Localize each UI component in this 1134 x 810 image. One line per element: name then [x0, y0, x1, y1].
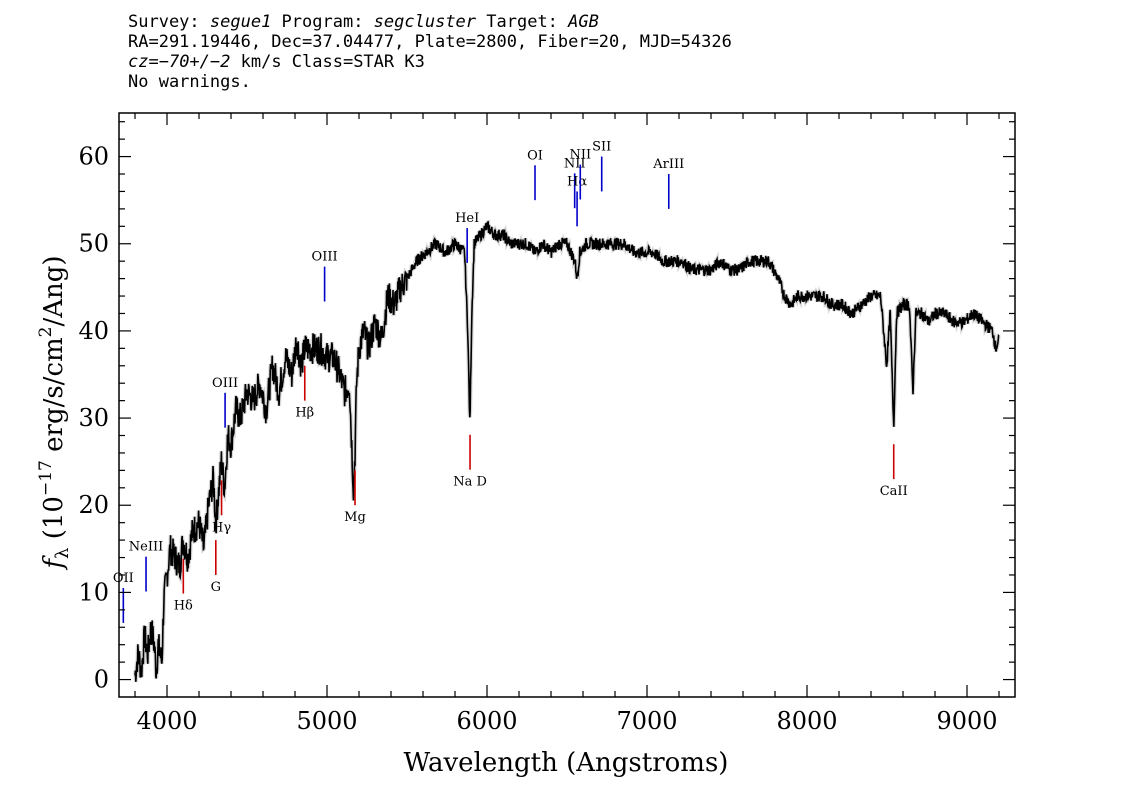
spectral-line-label: Na D	[453, 475, 487, 490]
spectral-line-label: Hδ	[174, 599, 193, 614]
target-label: Target:	[476, 12, 569, 32]
spectral-line-label: Mg	[344, 510, 366, 525]
x-axis-label: Wavelength (Angstroms)	[404, 748, 729, 778]
y-tick-label: 60	[78, 143, 109, 171]
spectral-line-label: Hβ	[295, 406, 314, 421]
y-axis-label-exp: −17	[36, 460, 56, 496]
cz-label: cz	[128, 52, 149, 72]
program-label: Program:	[271, 12, 374, 32]
spectral-line-label: CaII	[880, 484, 908, 499]
x-tick-label: 5000	[296, 707, 357, 735]
spectral-line-label: HeI	[455, 211, 479, 226]
y-axis-label-rest: erg/s/cm	[39, 337, 69, 460]
survey-label: Survey:	[128, 12, 210, 32]
y-axis-label-main: (10	[39, 496, 69, 548]
plot-frame	[118, 112, 1016, 698]
flux-error-band	[133, 219, 1001, 682]
x-tick-label: 6000	[456, 707, 517, 735]
spectral-line-label: OI	[527, 148, 543, 163]
spectral-line-label: G	[211, 580, 221, 595]
header-line-class: cz=−70+/−2 km/s Class=STAR K3	[128, 52, 1028, 72]
y-axis-label: fλ (10−17 erg/s/cm2/Ang)	[36, 255, 73, 570]
y-tick-label: 10	[78, 578, 109, 606]
header-line-survey: Survey: segue1 Program: segcluster Targe…	[128, 12, 1028, 32]
spectral-line-label: SII	[592, 140, 611, 155]
target-value: AGB	[568, 12, 599, 32]
header-line-warnings: No warnings.	[128, 72, 251, 92]
program-value: segcluster	[373, 12, 477, 32]
y-tick-label: 0	[94, 666, 109, 694]
spectrum-header: Survey: segue1 Program: segcluster Targe…	[128, 12, 1028, 92]
y-axis-label-end: /Ang)	[39, 255, 69, 326]
series-layer	[133, 219, 1001, 682]
spectral-line-label: NeIII	[129, 540, 163, 555]
y-tick-label: 40	[78, 317, 109, 345]
spectral-line-label: NII	[569, 148, 591, 163]
spectral-line-label: OIII	[212, 376, 238, 391]
y-axis-label-exp2: 2	[36, 327, 56, 338]
x-tick-label: 4000	[136, 707, 197, 735]
x-tick-label: 7000	[616, 707, 677, 735]
y-tick-label: 20	[78, 491, 109, 519]
spectral-line-label: OII	[113, 571, 134, 586]
y-axis: 0 10 20 30 40 50 60	[78, 121, 1015, 694]
spectral-line-label: Hα	[567, 174, 587, 189]
header-line-coords: RA=291.19446, Dec=37.04477, Plate=2800, …	[128, 32, 732, 52]
flux-series-line	[134, 220, 1000, 682]
y-tick-label: 50	[78, 230, 109, 258]
spectral-line-label: Hγ	[212, 520, 231, 535]
cz-value: =−70+/−2	[148, 52, 231, 72]
spectral-line-label: OIII	[312, 250, 338, 265]
survey-value: segue1	[209, 12, 272, 32]
x-axis: 4000 5000 6000 7000 8000 9000	[134, 113, 1000, 735]
class-text: km/s Class=STAR K3	[230, 52, 425, 72]
spectral-line-label: ArIII	[652, 157, 684, 172]
y-axis-label-sub: λ	[52, 548, 73, 559]
x-tick-label: 8000	[776, 707, 837, 735]
x-tick-label: 9000	[936, 707, 997, 735]
y-tick-label: 30	[78, 404, 109, 432]
